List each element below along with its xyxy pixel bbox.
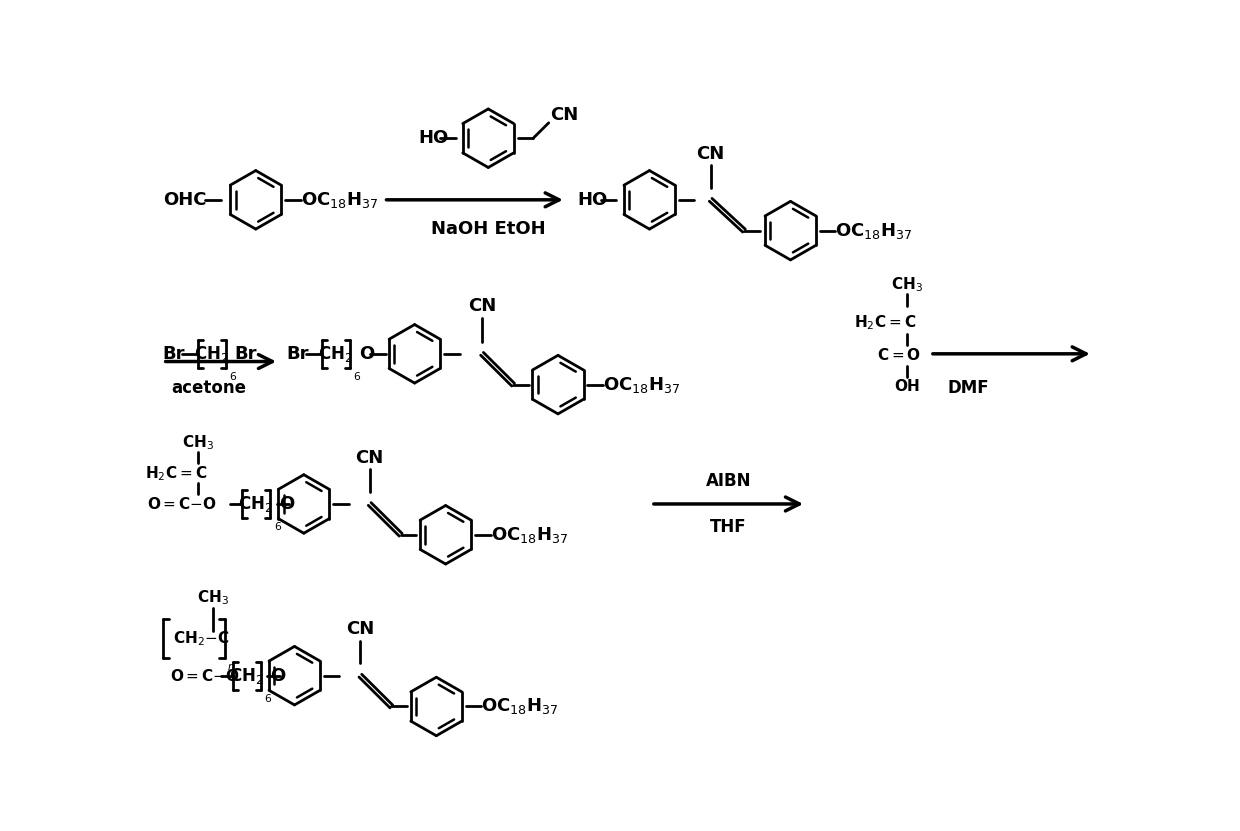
Text: OC$_{18}$H$_{37}$: OC$_{18}$H$_{37}$ xyxy=(301,189,378,209)
Text: CN: CN xyxy=(467,297,496,315)
Text: H$_2$C$=$C: H$_2$C$=$C xyxy=(145,464,207,483)
Text: DMF: DMF xyxy=(947,380,990,397)
Text: CH$_2$: CH$_2$ xyxy=(195,344,229,364)
Text: OC$_{18}$H$_{37}$: OC$_{18}$H$_{37}$ xyxy=(603,375,681,395)
Text: O$=$C$-$O: O$=$C$-$O xyxy=(148,496,217,512)
Text: $_n$: $_n$ xyxy=(227,658,236,673)
Text: O: O xyxy=(279,495,294,513)
Text: Br: Br xyxy=(286,345,309,363)
Text: $_6$: $_6$ xyxy=(274,518,281,533)
Text: CH$_3$: CH$_3$ xyxy=(181,433,213,452)
Text: OH: OH xyxy=(894,379,920,394)
Text: O$=$C$-$O: O$=$C$-$O xyxy=(171,667,241,684)
Text: OC$_{18}$H$_{37}$: OC$_{18}$H$_{37}$ xyxy=(491,524,568,545)
Text: Br: Br xyxy=(162,345,185,363)
Text: THF: THF xyxy=(711,518,746,536)
Text: O: O xyxy=(358,345,374,363)
Text: CH$_2$: CH$_2$ xyxy=(229,666,264,686)
Text: CN: CN xyxy=(346,621,374,638)
Text: C$=$O: C$=$O xyxy=(877,347,921,363)
Text: CH$_2$: CH$_2$ xyxy=(238,494,273,514)
Text: CH$_2$: CH$_2$ xyxy=(319,344,353,364)
Text: $_6$: $_6$ xyxy=(229,367,238,383)
Text: HO: HO xyxy=(578,191,608,209)
Text: CH$_3$: CH$_3$ xyxy=(197,588,229,607)
Text: O: O xyxy=(270,666,285,685)
Text: CN: CN xyxy=(551,106,579,124)
Text: CH$_3$: CH$_3$ xyxy=(890,275,923,294)
Text: OHC: OHC xyxy=(162,191,206,209)
Text: HO: HO xyxy=(419,129,449,147)
Text: OC$_{18}$H$_{37}$: OC$_{18}$H$_{37}$ xyxy=(481,696,559,716)
Text: Br: Br xyxy=(234,345,258,363)
Text: CH$_2$$-$C: CH$_2$$-$C xyxy=(172,629,229,648)
Text: $_6$: $_6$ xyxy=(264,690,273,705)
Text: CN: CN xyxy=(697,145,725,163)
Text: $_6$: $_6$ xyxy=(353,367,362,383)
Text: AIBN: AIBN xyxy=(706,472,751,489)
Text: H$_2$C$=$C: H$_2$C$=$C xyxy=(854,313,916,332)
Text: OC$_{18}$H$_{37}$: OC$_{18}$H$_{37}$ xyxy=(836,220,913,241)
Text: NaOH EtOH: NaOH EtOH xyxy=(432,220,546,238)
Text: acetone: acetone xyxy=(172,380,247,397)
Text: CN: CN xyxy=(356,449,384,467)
